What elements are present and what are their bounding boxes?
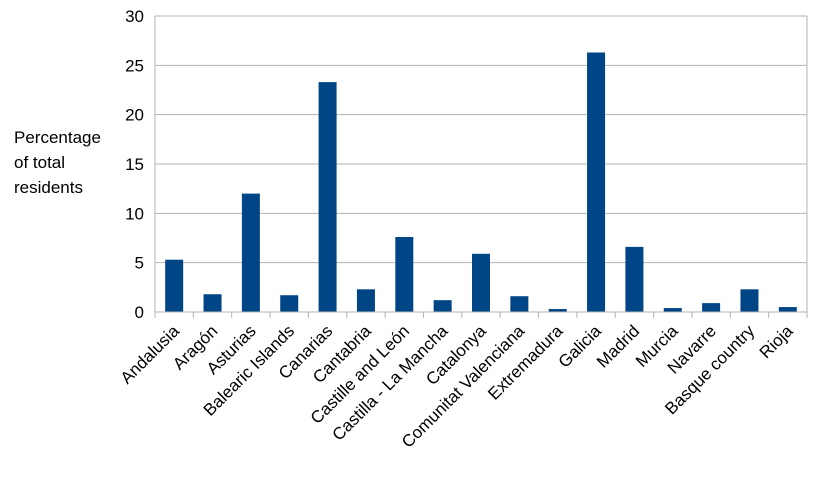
y-tick-label: 30 <box>125 7 144 26</box>
y-axis-label-line-3: residents <box>14 178 83 197</box>
y-tick-label: 0 <box>135 303 144 322</box>
bar-rioja <box>778 307 797 312</box>
bar-galicia <box>587 52 606 313</box>
bar-murcia <box>663 308 682 312</box>
x-category-label: Rioja <box>756 321 797 362</box>
x-category-label: Madrid <box>593 321 643 371</box>
x-category-label: Andalusia <box>117 321 184 388</box>
bar-cantabria <box>356 289 375 312</box>
y-tick-labels: 0 5 10 15 20 25 30 <box>125 7 144 322</box>
bars <box>165 52 797 313</box>
y-tick-label: 15 <box>125 155 144 174</box>
bar-madrid <box>625 246 644 312</box>
bar-andalusia <box>165 259 184 312</box>
y-axis-label-line-1: Percentage <box>14 128 101 147</box>
bar-castille-and-le-n <box>395 237 414 312</box>
y-tick-label: 10 <box>125 204 144 223</box>
grid-lines <box>154 15 808 318</box>
bar-arag-n <box>203 294 222 312</box>
y-tick-label: 5 <box>135 254 144 273</box>
y-tick-label: 25 <box>125 56 144 75</box>
bar-extremadura <box>548 309 567 312</box>
y-tick-label: 20 <box>125 106 144 125</box>
bar-comunitat-valenciana <box>510 296 529 312</box>
y-axis-label-line-2: of total <box>14 153 66 172</box>
bar-canarias <box>318 82 337 313</box>
bar-castilla-la-mancha <box>433 300 452 312</box>
y-axis-label: Percentage of total residents <box>14 125 124 200</box>
bar-balearic-islands <box>280 295 299 312</box>
bar-basque-country <box>740 289 759 312</box>
bar-asturias <box>241 193 260 312</box>
bar-catalonya <box>472 253 490 312</box>
bar-navarre <box>702 303 721 312</box>
